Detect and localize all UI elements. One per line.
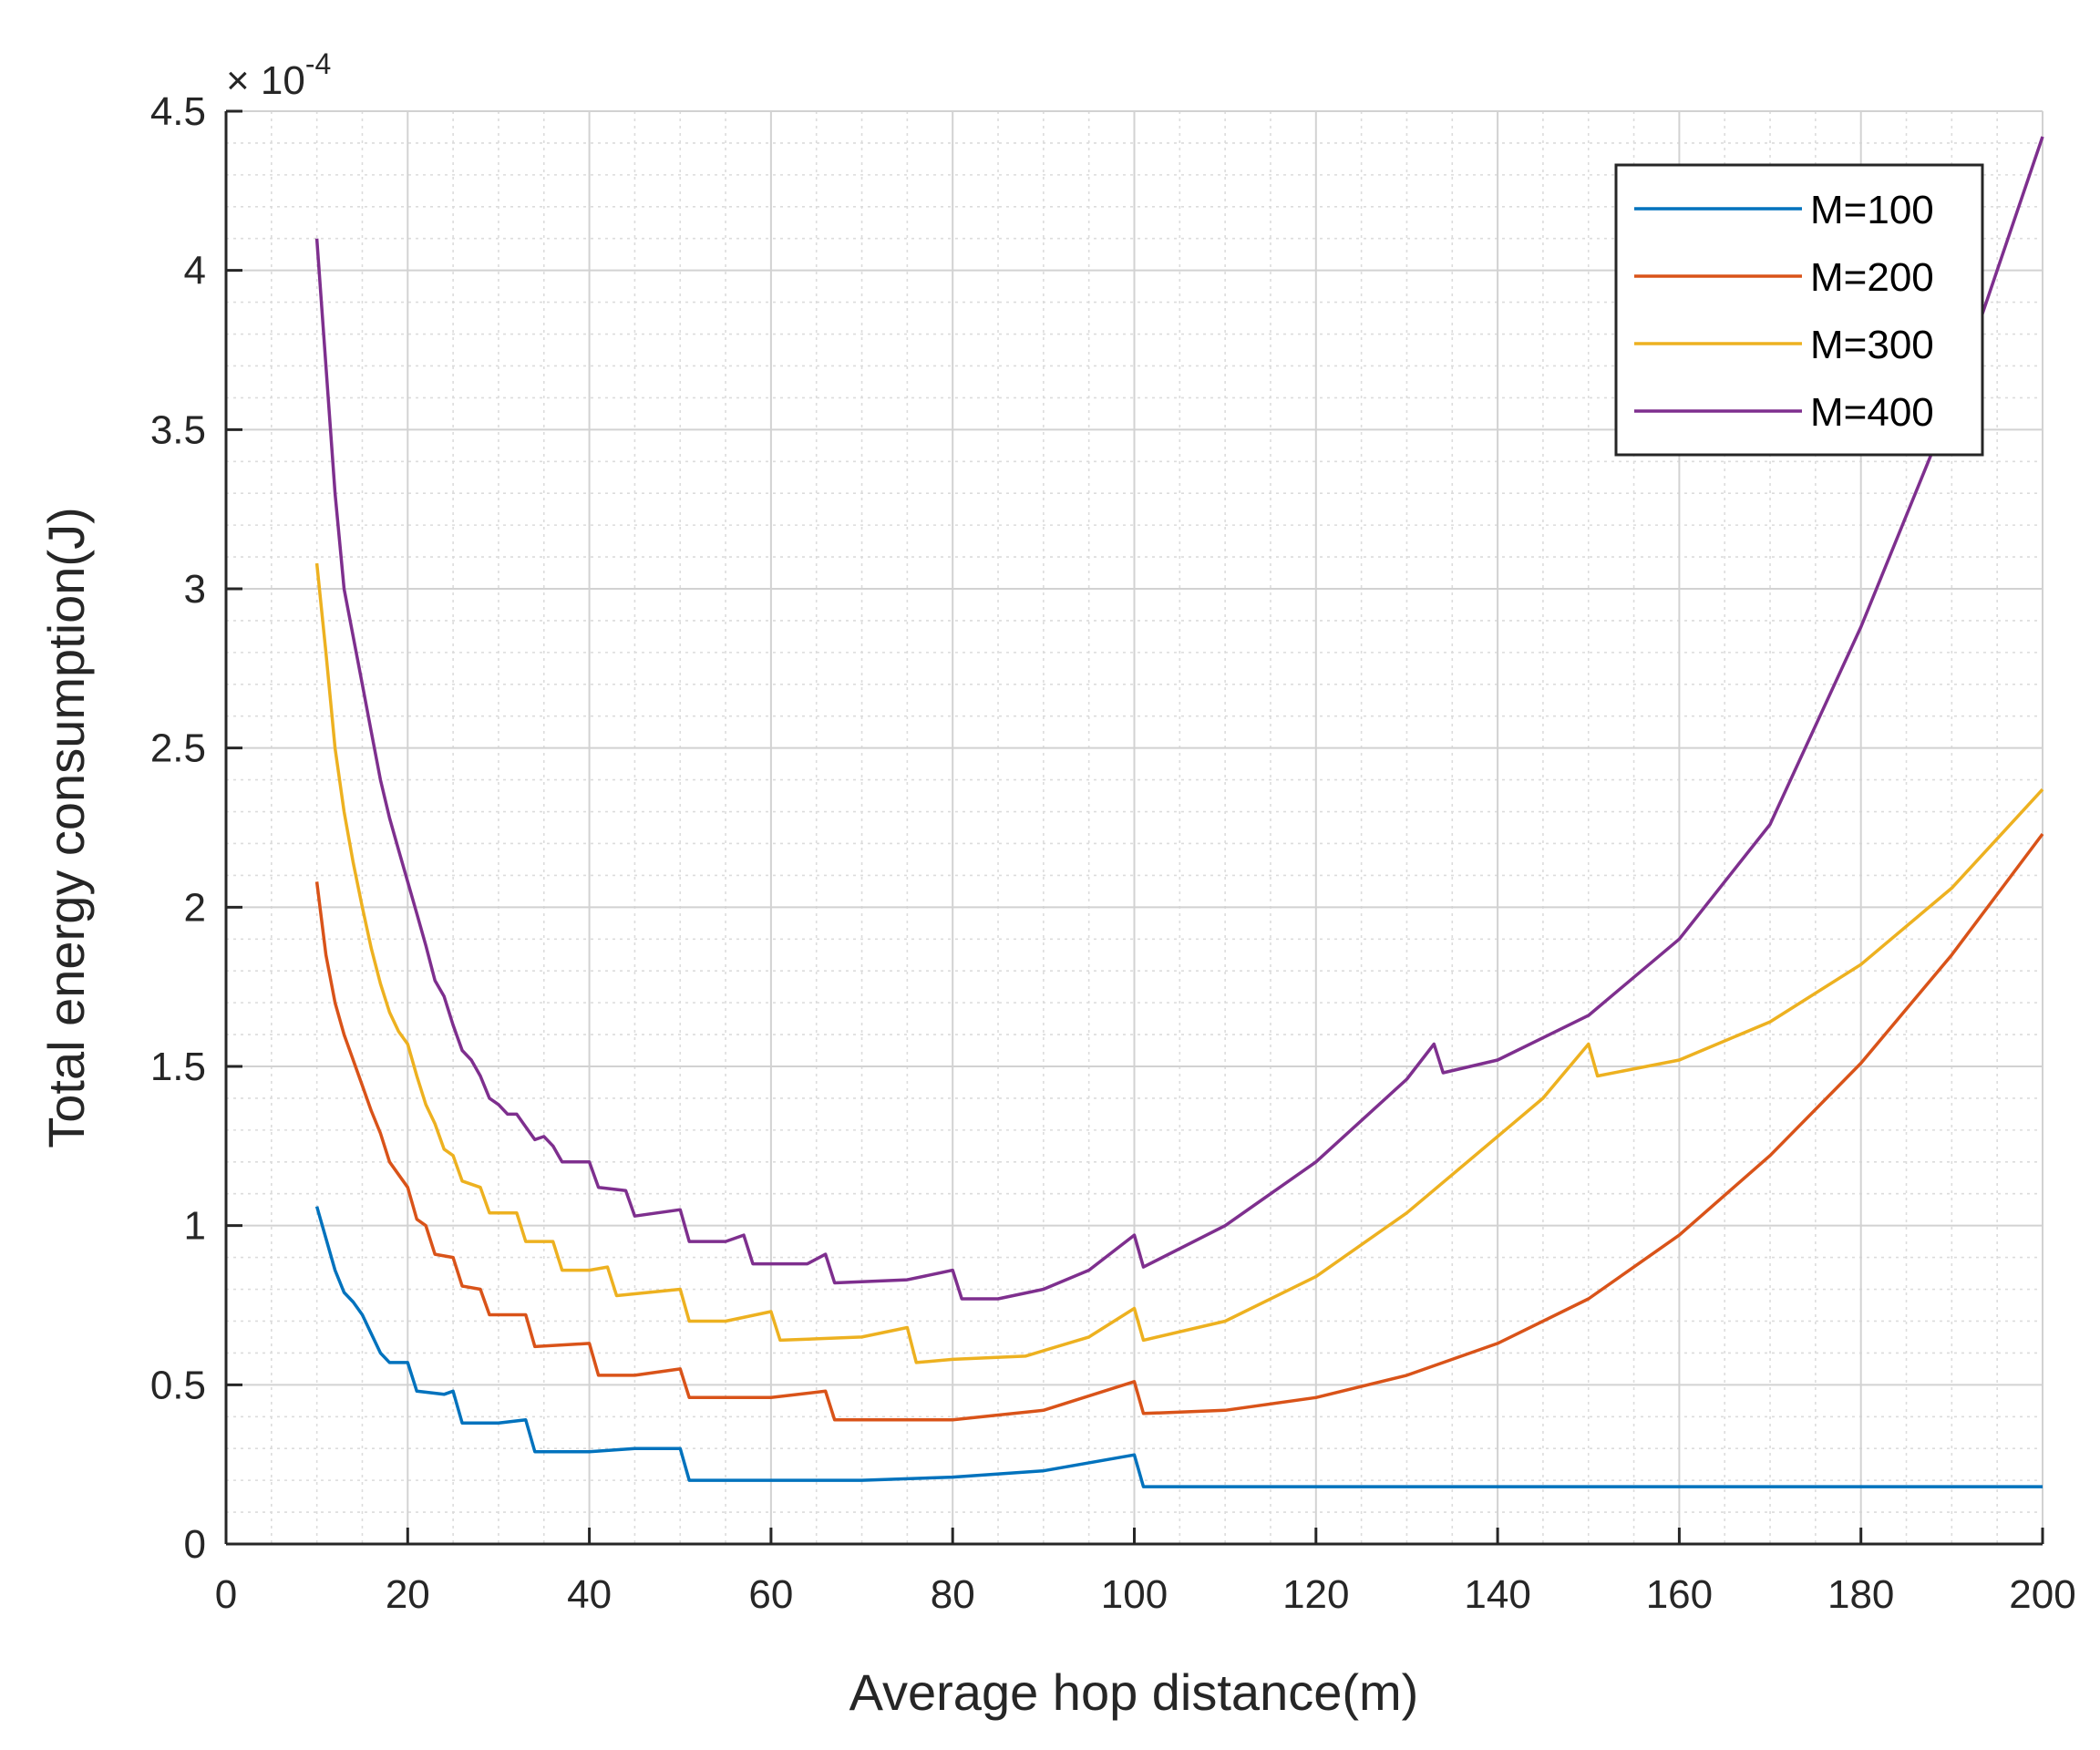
x-tick-label: 40: [567, 1572, 612, 1617]
y-tick-label: 4.5: [150, 89, 206, 134]
legend-label: M=300: [1810, 323, 1934, 367]
series-lines: [314, 136, 2044, 1488]
y-tick-label: 3.5: [150, 407, 206, 452]
x-tick-label: 140: [1464, 1572, 1530, 1617]
y-tick-label: 1: [184, 1204, 206, 1249]
x-tick-label: 180: [1827, 1572, 1894, 1617]
x-axis-label: Average hop distance(m): [849, 1663, 1419, 1721]
legend-entry: M=200: [1634, 255, 1934, 300]
legend-label: M=100: [1810, 188, 1934, 232]
series-line-m-300: [314, 562, 2044, 1364]
y-exponent-prefix: × 10: [226, 58, 305, 103]
y-axis-label: Total energy consumption(J): [37, 507, 95, 1148]
x-tick-label: 100: [1101, 1572, 1168, 1617]
legend-entry: M=100: [1634, 188, 1934, 232]
x-tick-labels: 0 20 40 60 80 100 120 140 160 180 200: [215, 1572, 2076, 1617]
x-tick-label: 160: [1646, 1572, 1713, 1617]
y-tick-label: 2: [184, 885, 206, 930]
y-exponent-power: -4: [305, 47, 331, 80]
legend: M=100 M=200 M=300 M=400: [1614, 163, 1984, 457]
legend-entry: M=400: [1634, 390, 1934, 435]
x-tick-label: 0: [215, 1572, 237, 1617]
legend-label: M=200: [1810, 255, 1934, 300]
y-tick-label: 0.5: [150, 1363, 206, 1407]
y-tick-label: 1.5: [150, 1045, 206, 1089]
x-tick-label: 60: [748, 1572, 793, 1617]
y-tick-label: 4: [184, 249, 206, 293]
y-tick-label: 3: [184, 567, 206, 612]
major-grid: [225, 110, 2043, 1545]
series-line-m-100: [314, 1206, 2043, 1488]
x-tick-label: 120: [1282, 1572, 1349, 1617]
y-tick-labels: 0 0.5 1 1.5 2 2.5 3 3.5 4 4.5: [150, 89, 206, 1567]
minor-grid: [226, 111, 2043, 1544]
x-tick-label: 200: [2009, 1572, 2075, 1617]
series-line-m-200: [314, 832, 2044, 1422]
legend-box: [1614, 163, 1984, 457]
legend-label: M=400: [1810, 390, 1934, 435]
x-tick-label: 20: [386, 1572, 430, 1617]
legend-entry: M=300: [1634, 323, 1934, 367]
y-tick-label: 0: [184, 1522, 206, 1567]
x-tick-label: 80: [931, 1572, 975, 1617]
axes: [224, 109, 2044, 1546]
series-line-m-400: [314, 136, 2044, 1301]
y-tick-label: 2.5: [150, 726, 206, 771]
y-exponent-label: × 10-4: [226, 47, 331, 103]
